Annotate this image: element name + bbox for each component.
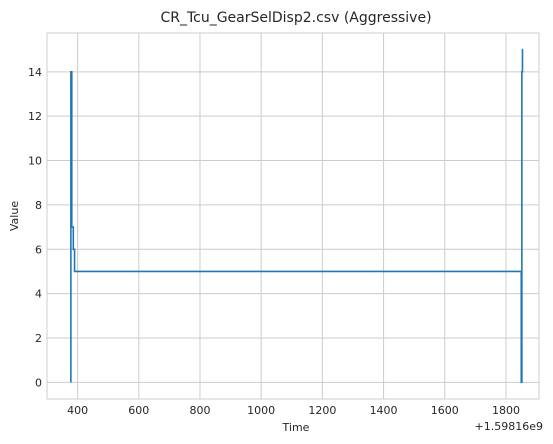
x-tick-label: 600 bbox=[128, 404, 149, 417]
y-tick-label: 2 bbox=[35, 332, 42, 345]
y-tick-labels: 0 2 4 6 8 10 12 14 bbox=[28, 66, 42, 390]
x-offset-label: +1.59816e9 bbox=[475, 420, 543, 433]
x-tick-labels: 400 600 800 1000 1200 1400 1600 1800 bbox=[67, 404, 520, 417]
x-tick-label: 800 bbox=[189, 404, 210, 417]
y-axis-label: Value bbox=[8, 201, 21, 231]
x-axis-label: Time bbox=[282, 421, 310, 434]
y-tick-label: 4 bbox=[35, 288, 42, 301]
y-tick-label: 10 bbox=[28, 155, 42, 168]
plot-frame bbox=[46, 32, 540, 400]
y-tick-label: 0 bbox=[35, 376, 42, 389]
x-tick-label: 400 bbox=[67, 404, 88, 417]
x-tick-label: 1800 bbox=[492, 404, 520, 417]
series-group bbox=[70, 48, 524, 384]
chart-title: CR_Tcu_GearSelDisp2.csv (Aggressive) bbox=[160, 10, 431, 26]
y-tick-label: 12 bbox=[28, 110, 42, 123]
grid-lines bbox=[46, 32, 540, 400]
y-tick-label: 14 bbox=[28, 66, 42, 79]
x-tick-label: 1000 bbox=[247, 404, 275, 417]
x-tick-label: 1600 bbox=[431, 404, 459, 417]
x-tick-label: 1200 bbox=[308, 404, 336, 417]
y-tick-label: 6 bbox=[35, 243, 42, 256]
series-line bbox=[70, 48, 524, 384]
y-tick-label: 8 bbox=[35, 199, 42, 212]
x-tick-label: 1400 bbox=[370, 404, 398, 417]
